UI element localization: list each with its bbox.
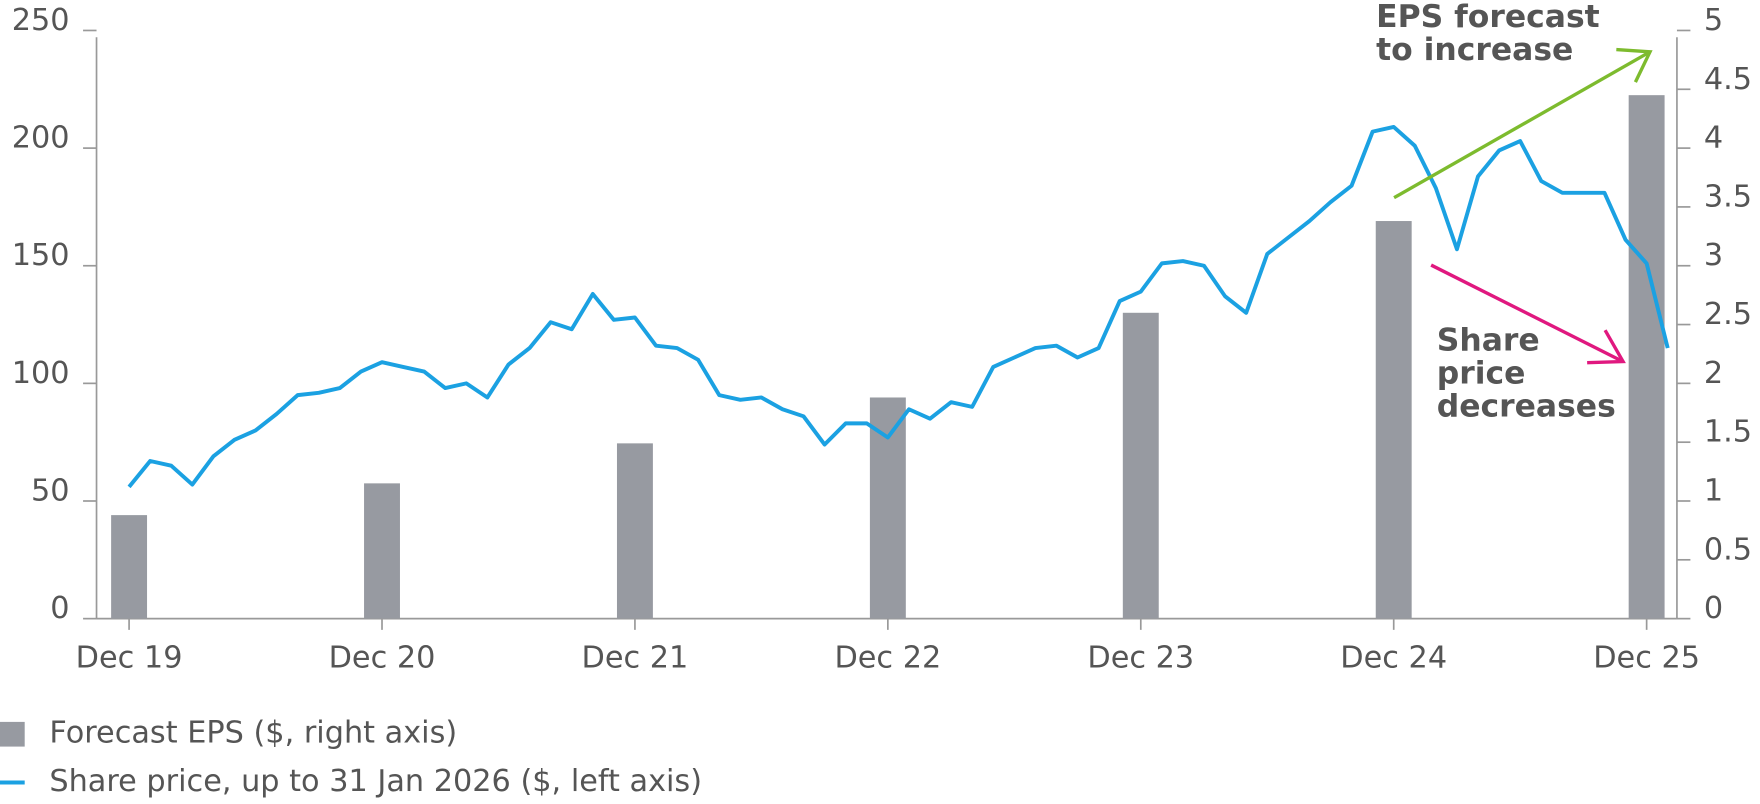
x-tick-label: Dec 22 [834, 641, 941, 676]
y2-tick-label: 2.5 [1704, 297, 1752, 332]
y-tick-label: 250 [12, 3, 70, 38]
y2-tick-label: 2 [1704, 356, 1723, 391]
legend-label: Forecast EPS ($, right axis) [49, 716, 457, 751]
bar [1628, 95, 1665, 619]
y2-tick-label: 3.5 [1704, 179, 1752, 214]
x-tick-label: Dec 20 [329, 641, 436, 676]
y-tick-label: 0 [50, 591, 69, 626]
bar [616, 443, 653, 619]
arrow-head [1616, 47, 1653, 83]
arrow [1430, 263, 1624, 364]
y2-tick-label: 5 [1704, 3, 1723, 38]
bar [111, 515, 148, 619]
y2-tick-label: 0 [1704, 591, 1723, 626]
y2-tick-label: 4 [1704, 121, 1723, 156]
bar [364, 483, 400, 619]
arrow [1393, 50, 1651, 200]
y-tick-label: 200 [12, 121, 70, 156]
bar [1375, 221, 1412, 619]
x-tick-label: Dec 19 [76, 641, 183, 676]
bar [1122, 312, 1159, 619]
annotation: price [1437, 356, 1526, 392]
x-tick-label: Dec 21 [582, 641, 689, 676]
annotation: Share [1437, 322, 1540, 358]
annotation: decreases [1437, 389, 1616, 425]
legend-swatch [0, 721, 25, 747]
x-tick-label: Dec 23 [1087, 641, 1194, 676]
y2-tick-label: 1.5 [1704, 415, 1752, 450]
legend-label: Share price, up to 31 Jan 2026 ($, left … [49, 764, 702, 799]
y-tick-label: 150 [12, 238, 70, 273]
x-tick-label: Dec 25 [1593, 641, 1700, 676]
x-tick-label: Dec 24 [1340, 641, 1447, 676]
y-tick-label: 100 [12, 356, 70, 391]
y2-tick-label: 0.5 [1704, 532, 1752, 567]
y-tick-label: 50 [31, 474, 70, 509]
y2-tick-label: 1 [1704, 474, 1723, 509]
annotation-arrows [1393, 47, 1653, 365]
y2-tick-label: 3 [1704, 238, 1723, 273]
line [127, 124, 1670, 489]
arrow-head [1587, 329, 1626, 365]
y2-tick-label: 4.5 [1704, 62, 1752, 97]
annotation: EPS forecast [1376, 0, 1600, 35]
annotation: to increase [1376, 32, 1573, 68]
